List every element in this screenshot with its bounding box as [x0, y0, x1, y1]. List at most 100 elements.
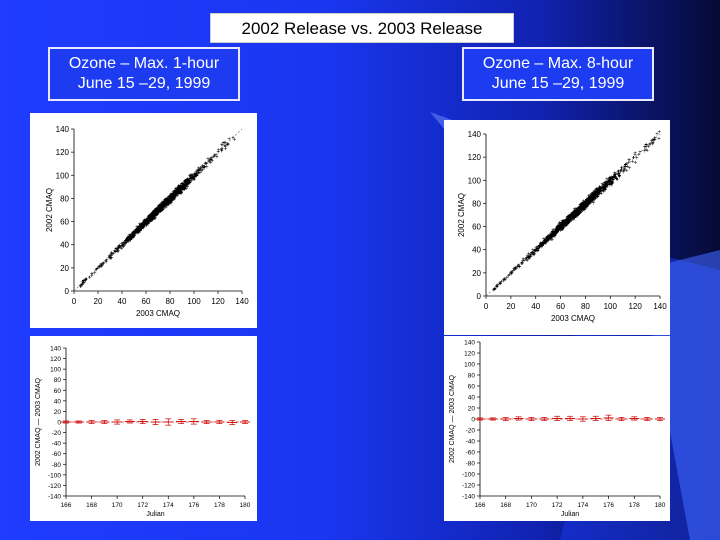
scatter-plot-8hour: 0 20 40 60 80 100 120 140 0 20 40 60 80 100 120 140 2003… [444, 120, 670, 335]
data-point: + [152, 210, 156, 216]
data-point: + [145, 222, 149, 228]
data-point: + [158, 207, 162, 213]
data-point: + [569, 213, 573, 219]
data-point: + [578, 209, 582, 215]
data-point: + [564, 223, 568, 229]
data-point: + [156, 211, 160, 217]
data-point: + [166, 202, 170, 208]
data-point: + [184, 179, 188, 185]
data-point: + [180, 189, 184, 195]
data-point: + [124, 239, 128, 245]
data-point: + [177, 190, 181, 196]
data-point: + [179, 183, 183, 189]
data-point: + [220, 143, 224, 149]
data-point: + [168, 197, 172, 203]
data-point: + [164, 201, 168, 207]
data-point: + [131, 231, 135, 237]
data-point: + [609, 177, 613, 183]
data-point: + [552, 232, 556, 238]
data-point: + [562, 220, 566, 226]
data-point: + [569, 215, 573, 221]
data-point: + [163, 200, 167, 206]
data-point: + [148, 219, 152, 225]
data-point: + [561, 224, 565, 230]
data-point: + [155, 212, 159, 218]
data-point: + [638, 150, 642, 156]
data-point: + [176, 186, 180, 192]
data-point: + [151, 215, 155, 221]
data-point: + [561, 220, 565, 226]
data-point: + [569, 216, 573, 222]
data-point: + [199, 166, 203, 172]
data-point: + [550, 233, 554, 239]
data-point: + [562, 222, 566, 228]
data-point: + [149, 216, 153, 222]
data-point: + [172, 192, 176, 198]
data-point: + [165, 197, 169, 203]
data-point: + [555, 228, 559, 234]
data-point: + [182, 183, 186, 189]
data-point: + [151, 211, 155, 217]
data-point: + [109, 254, 113, 260]
data-point: + [546, 234, 550, 240]
data-point: + [579, 208, 583, 214]
data-point: + [128, 235, 132, 241]
data-point: + [560, 224, 564, 230]
data-point: + [185, 182, 189, 188]
data-point: + [187, 179, 191, 185]
data-point: + [566, 219, 570, 225]
data-point: + [584, 201, 588, 207]
x-tick-label: 170 [526, 502, 537, 509]
data-point: + [557, 226, 561, 232]
data-point: + [575, 207, 579, 213]
data-point: + [164, 200, 168, 206]
data-point: + [593, 193, 597, 199]
data-point: + [586, 200, 590, 206]
data-point: + [152, 216, 156, 222]
data-point: + [127, 237, 131, 243]
data-point: + [167, 200, 171, 206]
data-point: + [198, 167, 202, 173]
data-point: + [551, 232, 555, 238]
data-point: + [145, 221, 149, 227]
data-point: + [562, 218, 566, 224]
data-point: + [132, 232, 136, 238]
data-point: + [156, 210, 160, 216]
data-point: + [567, 219, 571, 225]
data-point: + [567, 216, 571, 222]
data-point: + [590, 197, 594, 203]
data-point: + [574, 214, 578, 220]
data-point: + [123, 239, 127, 245]
data-point: + [138, 222, 142, 228]
data-point: + [131, 233, 135, 239]
data-point: + [195, 173, 199, 179]
data-point: + [580, 207, 584, 213]
data-point: + [556, 226, 560, 232]
data-point: + [79, 284, 83, 290]
data-point: + [524, 257, 528, 263]
data-point: + [553, 231, 557, 237]
data-point: + [149, 213, 153, 219]
data-point: + [553, 231, 557, 237]
data-point: + [587, 201, 591, 207]
data-point: + [125, 240, 129, 246]
y-tick-label: 80 [472, 199, 481, 208]
data-point: + [597, 188, 601, 194]
data-point: + [498, 280, 502, 286]
data-point: + [616, 173, 620, 179]
data-point: + [144, 221, 148, 227]
data-point: + [156, 207, 160, 213]
data-point: + [170, 198, 174, 204]
data-point: + [185, 178, 189, 184]
data-point: + [157, 204, 161, 210]
data-point: + [572, 212, 576, 218]
data-point: + [605, 177, 609, 183]
data-point: + [154, 208, 158, 214]
data-point: + [191, 175, 195, 181]
data-point: + [552, 229, 556, 235]
data-point: + [165, 201, 169, 207]
data-point: + [146, 219, 150, 225]
data-point: + [139, 226, 143, 232]
data-point: + [586, 201, 590, 207]
data-point: + [559, 225, 563, 231]
